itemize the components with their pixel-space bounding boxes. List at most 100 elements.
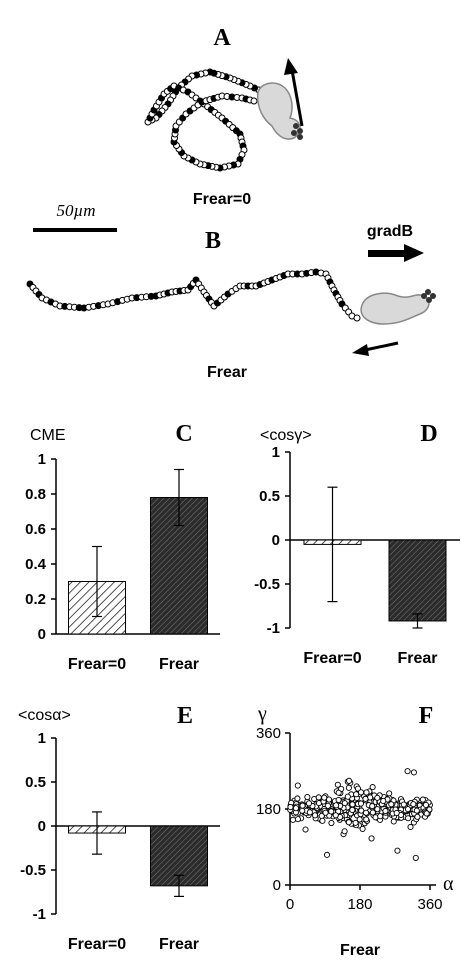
panel-f-letter: F	[419, 703, 434, 729]
scatter-point	[358, 807, 365, 814]
scatter-point	[324, 802, 331, 809]
y-tick-label: 0	[272, 532, 280, 549]
scatter-point	[422, 801, 429, 808]
scatter-point	[335, 796, 342, 804]
bar-2	[388, 539, 447, 622]
y-tick-label: 0.5	[259, 488, 280, 505]
y-tick-label: -1	[33, 906, 46, 923]
trajectory-point	[250, 97, 258, 105]
scatter-point	[294, 782, 301, 789]
scatter-point	[374, 794, 381, 801]
scatter-point	[369, 803, 376, 810]
scatter-point	[362, 795, 369, 802]
chart-f-ylabel: γ	[257, 703, 267, 725]
scatter-point	[335, 789, 342, 796]
chart-f-xlabel: α	[443, 873, 454, 895]
panel-a-letter: A	[213, 25, 231, 51]
scatter-point	[357, 789, 365, 796]
panel-c-letter: C	[175, 421, 192, 447]
scatter-point	[302, 826, 309, 833]
chart-e-ylabel: <cosα>	[18, 707, 71, 724]
y-tick-label: 180	[256, 801, 281, 818]
motion-arrow-a	[284, 58, 304, 127]
y-tick-label: 360	[256, 725, 281, 742]
scatter-point	[294, 816, 301, 823]
scatter-point	[341, 828, 348, 835]
chart-d-ylabel: <cosγ>	[260, 427, 312, 444]
y-tick-label: 0.4	[25, 556, 47, 573]
x-category-label: Frear=0	[303, 650, 361, 667]
scatter-point	[410, 801, 417, 808]
scatter-point	[345, 819, 352, 826]
scatter-point	[345, 784, 352, 791]
scatter-point	[321, 794, 328, 801]
scatter-point	[368, 835, 375, 842]
x-category-label: Frear	[159, 936, 199, 953]
trajectory-point	[353, 314, 361, 322]
scatter-point	[386, 790, 393, 797]
scatter-point	[419, 796, 426, 803]
scatter-point	[404, 806, 412, 813]
trajectory-b	[26, 268, 361, 322]
x-category-label: Frear	[397, 650, 437, 667]
scatter-point	[323, 851, 331, 858]
scatter-point	[349, 801, 356, 808]
scatter-point	[289, 816, 297, 823]
scatter-point	[306, 809, 313, 816]
scatter-point	[311, 812, 319, 819]
y-tick-label: 0.2	[25, 591, 46, 608]
scatter-point	[407, 823, 414, 831]
x-category-label: Frear=0	[68, 656, 126, 673]
scatter-point	[319, 817, 326, 824]
scatter-point	[400, 801, 407, 808]
chart-d: 1 0.5 0 -0.5 -1 Frear=0 Frear	[254, 444, 460, 667]
scatter-point	[377, 813, 384, 820]
panel-e-letter: E	[177, 703, 193, 729]
cell-a	[256, 82, 303, 140]
scatter-point	[369, 809, 376, 816]
scatter-point	[315, 794, 322, 801]
chart-f: 360 180 00 180 360	[256, 725, 443, 913]
scatter-point	[394, 847, 401, 854]
scatter-point	[328, 808, 335, 815]
chart-f-caption: Frear	[340, 942, 380, 959]
scatter-point	[374, 806, 381, 813]
scatter-point	[353, 791, 360, 798]
y-tick-label: 1	[272, 444, 280, 461]
scatter-point	[414, 813, 421, 820]
panel-d-letter: D	[420, 421, 437, 447]
x-tick-label: 180	[347, 896, 372, 913]
y-tick-label: 0	[38, 626, 46, 643]
scatter-point	[334, 781, 341, 788]
panel-b-letter: B	[205, 228, 221, 254]
y-tick-label: 1	[38, 730, 46, 747]
scatter-point	[413, 807, 420, 814]
scatter-point	[352, 819, 359, 826]
scatter-point	[359, 825, 366, 832]
y-tick-label: 0.5	[25, 774, 46, 791]
x-tick-label: 0	[286, 896, 294, 913]
scatter-point	[299, 807, 306, 814]
scale-bar-label: 50µm	[56, 201, 95, 220]
y-tick-label: -0.5	[254, 576, 280, 593]
scatter-point	[332, 812, 339, 819]
scatter-point	[404, 768, 411, 775]
panel-b-caption: Frear	[207, 364, 247, 381]
scatter-point	[363, 809, 370, 816]
trajectory-a	[144, 68, 272, 172]
x-tick-label: 360	[417, 896, 442, 913]
scatter-point	[363, 816, 370, 823]
scatter-point	[304, 793, 311, 801]
y-tick-label: 0.8	[25, 486, 46, 503]
scatter-point	[382, 807, 389, 815]
scatter-point	[305, 800, 313, 807]
x-category-label: Frear=0	[68, 936, 126, 953]
cell-b	[360, 289, 436, 325]
y-tick-label: 0	[38, 818, 46, 835]
panel-a-caption: Frear=0	[193, 191, 251, 208]
y-tick-label: 0	[273, 877, 281, 894]
scatter-point	[412, 854, 419, 861]
chart-e: 1 0.5 0 -0.5 -1 Frear=0 Frear	[20, 730, 220, 953]
scatter-point	[349, 806, 356, 814]
scatter-point	[423, 810, 430, 817]
